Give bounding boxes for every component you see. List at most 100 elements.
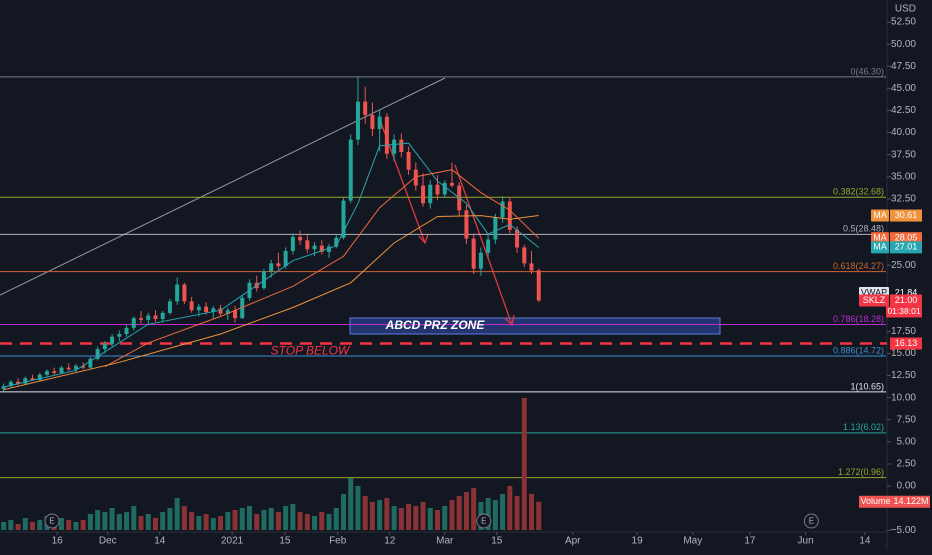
volume-bar [22, 518, 28, 530]
volume-bar [391, 506, 397, 530]
tag-name-box [871, 241, 889, 254]
candle-body [175, 284, 180, 302]
candle-body [30, 378, 35, 380]
volume-bar [369, 502, 375, 530]
volume-bar [435, 510, 440, 530]
candle-body [341, 200, 346, 238]
fib-label: 1.13(6.02) [843, 422, 884, 432]
stop-tag-box [890, 337, 922, 350]
stop-annotation: STOP BELOW [271, 344, 351, 358]
candle-body [507, 201, 512, 230]
x-tick-label: 15 [491, 536, 503, 547]
y-tick-label: 25.00 [891, 260, 916, 271]
earnings-label: E [49, 517, 54, 526]
tag-name-box [871, 209, 889, 222]
volume-bar [413, 506, 419, 530]
tag-value-box [890, 232, 922, 245]
candle-body [16, 381, 21, 384]
x-tick-label: 19 [632, 536, 644, 547]
volume-bar [203, 514, 209, 530]
candle-body [102, 343, 107, 350]
candle-body [421, 185, 426, 204]
x-tick-label: 12 [384, 536, 396, 547]
volume-bar [275, 512, 281, 530]
candle-body [449, 182, 454, 186]
tag-value-box [890, 209, 922, 222]
candle-body [8, 381, 13, 387]
candle-body [471, 238, 476, 269]
earnings-marker [803, 513, 819, 529]
y-tick-label: 45.00 [891, 83, 916, 94]
candle-body [110, 336, 115, 344]
y-tick-label: 15.00 [891, 348, 916, 359]
fib-label: 1.272(0.96) [838, 467, 884, 477]
tag-value: 21.84 [895, 287, 918, 297]
candle-body [95, 349, 100, 359]
candle-body [384, 116, 389, 154]
candle-body [312, 245, 317, 250]
prz-zone [349, 317, 721, 335]
volume-bar [319, 512, 325, 530]
volume-bar [160, 512, 166, 530]
x-tick-label: Feb [329, 536, 347, 547]
y-tick-label: 52.50 [891, 17, 916, 28]
candle-body [196, 306, 201, 311]
volume-bar [492, 500, 498, 530]
tag-timer-box [886, 306, 922, 318]
volume-bar [1, 522, 7, 530]
volume-bar [58, 518, 64, 530]
x-tick-label: 17 [744, 536, 756, 547]
candle-body [442, 182, 447, 195]
volume-bar [232, 510, 238, 530]
candle-body [189, 301, 194, 311]
tag-name-box [871, 232, 889, 245]
volume-bar [355, 486, 361, 530]
volume-bar [116, 514, 122, 530]
volume-bar [15, 524, 21, 530]
candle-body [276, 263, 281, 266]
volume-bar [283, 506, 289, 530]
candle-body [319, 245, 324, 252]
zone-label: ABCD PRZ ZONE [385, 318, 486, 332]
x-tick-label: Apr [565, 536, 581, 547]
candle-body [81, 365, 86, 368]
volume-bar [73, 522, 79, 530]
candle-body [522, 247, 527, 264]
candle-body [146, 315, 151, 320]
volume-bar [30, 522, 36, 530]
volume-bar [124, 512, 130, 530]
volume-bar [340, 494, 346, 530]
candle-body [290, 236, 295, 251]
volume-bar [362, 496, 368, 530]
ma-line [3, 215, 539, 391]
candle-body [392, 139, 397, 154]
volume-bar [246, 506, 252, 530]
candle-body [160, 312, 165, 320]
candle-body [355, 101, 360, 140]
candle-body [124, 327, 129, 335]
tag-name: MA [873, 233, 887, 243]
volume-bar [87, 514, 93, 530]
candle-body [406, 152, 411, 170]
candle-body [283, 250, 288, 266]
candle-body [240, 297, 245, 319]
volume-bar [102, 512, 108, 530]
candle-body [269, 263, 274, 272]
trend-line [0, 77, 446, 296]
volume-tag: 14.122M [893, 496, 928, 506]
tag-value: 28.05 [895, 233, 918, 243]
y-tick-label: 37.50 [891, 149, 916, 160]
volume-bar [167, 508, 173, 530]
volume-tag-name: Volume [860, 496, 890, 506]
y-tick-label: 47.50 [891, 61, 916, 72]
volume-bar [181, 506, 187, 530]
volume-bar [507, 486, 513, 530]
volume-bar [80, 520, 86, 530]
x-tick-label: 14 [859, 536, 871, 547]
fib-label: 0.5(28.48) [843, 224, 884, 234]
candle-body [225, 310, 230, 314]
x-tick-label: Mar [436, 536, 454, 547]
y-tick-label: 5.00 [897, 437, 917, 448]
volume-bar [449, 500, 455, 530]
